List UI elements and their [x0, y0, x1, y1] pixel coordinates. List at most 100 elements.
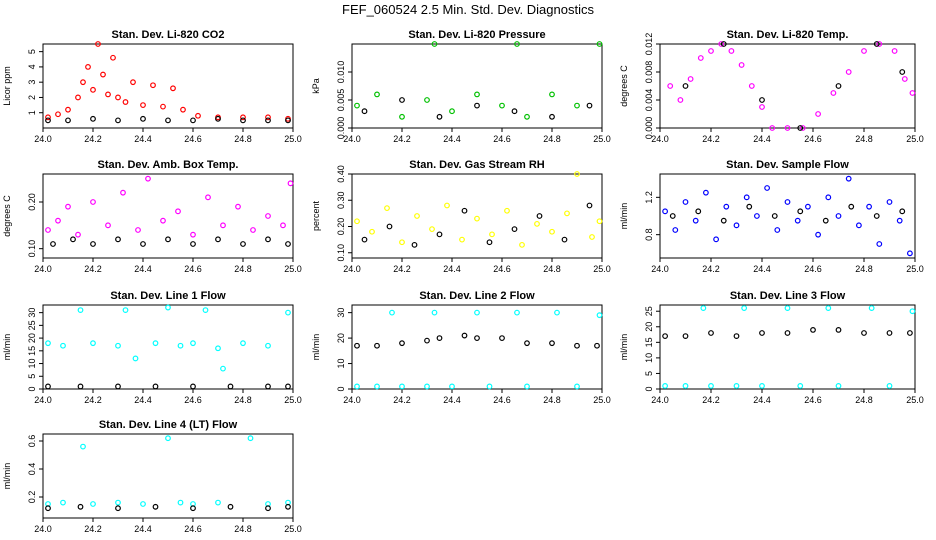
x-tick-label: 25.0 — [593, 134, 611, 144]
y-tick-label: 15 — [644, 337, 654, 347]
y-tick-label: 0.010 — [336, 61, 346, 84]
y-tick-label: 5 — [27, 374, 37, 379]
data-point — [700, 305, 707, 312]
data-point — [190, 340, 196, 347]
plot-frame — [351, 43, 603, 129]
data-point — [662, 208, 668, 215]
data-point — [822, 217, 829, 224]
x-tick-label: 24.8 — [234, 524, 252, 534]
x-tick-label: 24.6 — [184, 264, 202, 274]
y-tick-label: 25 — [644, 306, 654, 316]
series — [45, 383, 291, 390]
x-tick-label: 24.2 — [393, 395, 411, 405]
y-tick-label: 0.20 — [27, 193, 37, 211]
y-tick-label: 0.20 — [336, 218, 346, 236]
plot-frame — [659, 43, 916, 129]
panel-rh: Stan. Dev. Gas Stream RH percent 24.0 24.2 2… — [311, 159, 611, 274]
data-point — [265, 117, 271, 124]
data-point — [536, 213, 543, 219]
data-point — [429, 226, 435, 233]
data-point — [759, 330, 765, 336]
x-tick-label: 24.8 — [234, 395, 252, 405]
data-point — [499, 335, 505, 341]
data-point — [459, 236, 465, 243]
data-point — [215, 499, 221, 506]
y-tick-label: 20 — [27, 333, 37, 343]
x-tick-label: 24.4 — [753, 134, 771, 144]
data-point — [50, 241, 56, 247]
data-point — [703, 189, 709, 196]
series — [669, 203, 906, 224]
y-tick-label: 10 — [336, 359, 346, 369]
data-point — [285, 383, 291, 390]
y-tick-label: 3 — [27, 80, 37, 85]
y-axis-label: degrees C — [2, 195, 12, 237]
data-point — [399, 383, 405, 390]
data-point — [285, 117, 291, 124]
y-tick-label: 20 — [336, 333, 346, 343]
y-tick-label: 0.40 — [336, 165, 346, 183]
x-tick-label: 24.6 — [804, 395, 822, 405]
plot-frame — [42, 433, 294, 519]
data-point — [190, 241, 196, 247]
y-axis-label: ml/min — [619, 203, 629, 230]
data-point — [549, 91, 555, 98]
panel-sample-flow: Stan. Dev. Sample Flow ml/min 24.0 24.2 24.4… — [619, 159, 924, 274]
data-point — [45, 505, 51, 512]
x-tick-label: 24.4 — [134, 524, 152, 534]
data-point — [132, 355, 139, 362]
data-point — [486, 383, 493, 390]
x-tick-label: 24.8 — [234, 134, 252, 144]
data-point — [748, 83, 755, 89]
data-point — [907, 330, 913, 336]
data-point — [825, 305, 832, 312]
data-point — [431, 309, 438, 316]
data-point — [75, 231, 81, 238]
data-point — [190, 505, 196, 512]
data-point — [589, 234, 595, 240]
data-point — [165, 117, 171, 124]
y-axis-label: percent — [311, 200, 321, 231]
data-point — [769, 125, 776, 131]
x-tick-label: 24.2 — [84, 264, 102, 274]
data-point — [436, 113, 443, 120]
data-point — [215, 115, 221, 122]
figure-title: FEF_060524 2.5 Min. Std. Dev. Diagnostic… — [342, 2, 594, 17]
data-point — [805, 203, 811, 210]
data-point — [115, 94, 121, 101]
series — [45, 435, 291, 507]
data-point — [720, 41, 727, 47]
data-point — [876, 241, 883, 247]
data-point — [436, 231, 443, 238]
data-point — [60, 342, 66, 349]
data-point — [596, 41, 603, 47]
data-point — [45, 340, 51, 347]
y-tick-label: 0.005 — [336, 89, 346, 112]
data-point — [682, 199, 689, 205]
data-point — [175, 208, 181, 215]
plot-frame — [351, 304, 603, 390]
data-point — [90, 501, 96, 507]
data-point — [901, 76, 908, 82]
data-point — [122, 307, 129, 313]
data-point — [240, 241, 246, 247]
x-tick-label: 25.0 — [284, 134, 302, 144]
data-point — [80, 443, 86, 450]
x-tick-label: 24.6 — [493, 134, 511, 144]
data-point — [759, 382, 765, 389]
x-tick-label: 24.4 — [134, 395, 152, 405]
data-point — [909, 308, 916, 315]
panel-line4: Stan. Dev. Line 4 (LT) Flow ml/min 24.0 24.… — [2, 419, 302, 534]
panel-title: Stan. Dev. Gas Stream RH — [409, 159, 545, 171]
data-point — [170, 85, 176, 92]
series — [354, 332, 600, 349]
x-tick-label: 24.2 — [84, 134, 102, 144]
data-point — [797, 382, 804, 389]
data-point — [354, 383, 360, 390]
data-point — [907, 250, 913, 257]
data-point — [374, 383, 380, 390]
y-tick-label: 4 — [27, 64, 37, 69]
data-point — [899, 69, 906, 75]
data-point — [743, 194, 750, 201]
